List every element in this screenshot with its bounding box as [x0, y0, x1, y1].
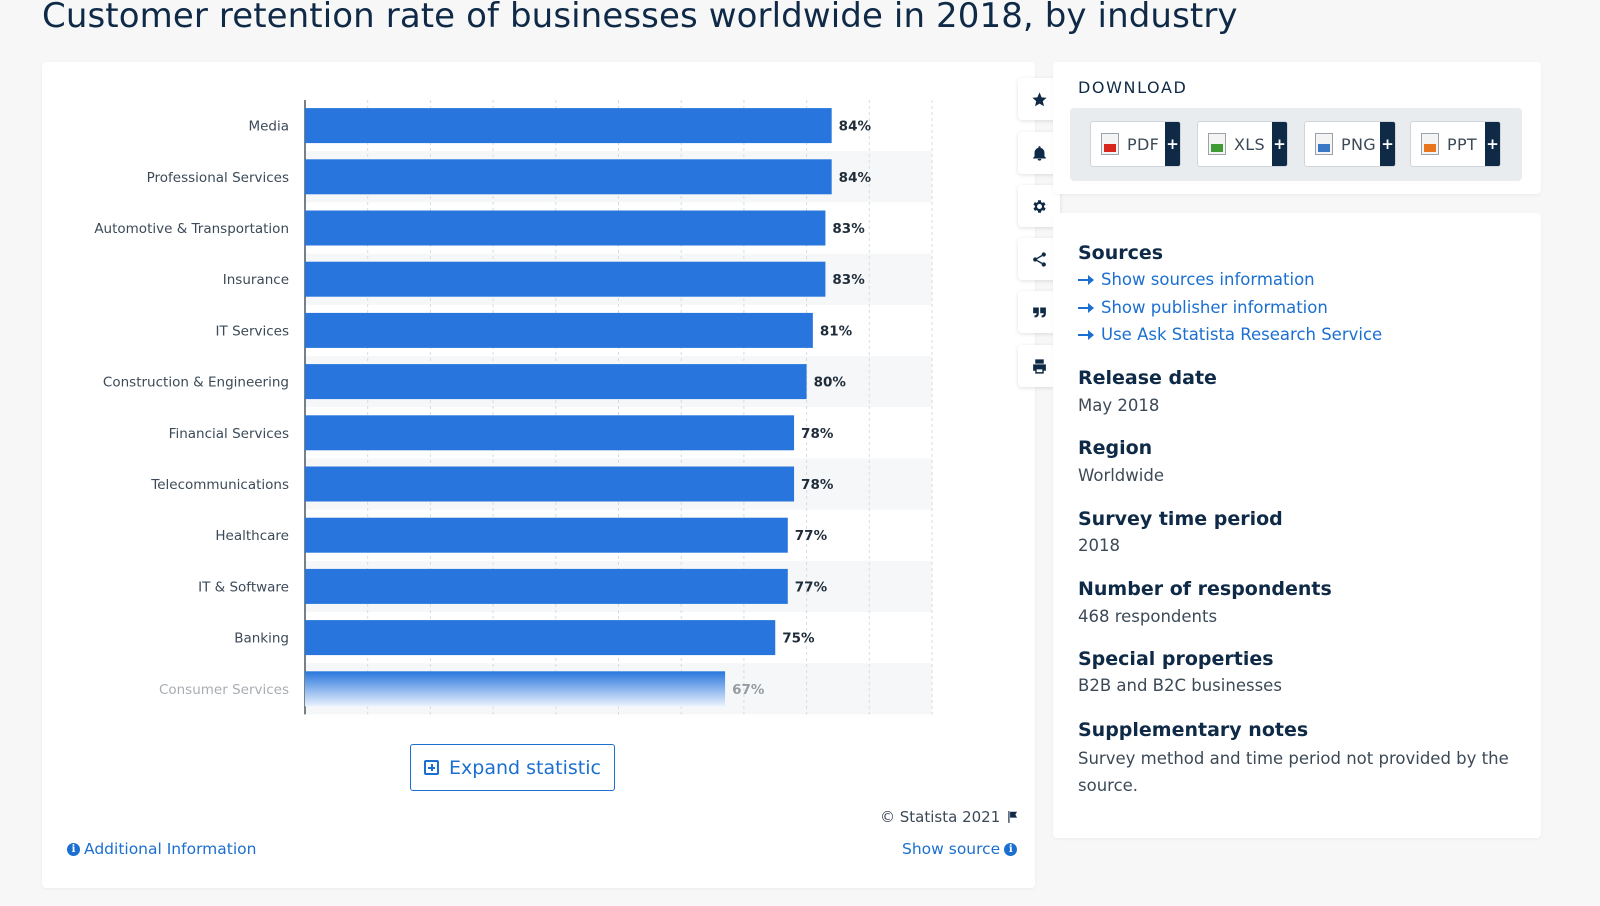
copyright: © Statista 2021: [880, 808, 1020, 826]
download-png-label: PNG: [1341, 134, 1376, 154]
additional-information-link[interactable]: i Additional Information: [67, 840, 256, 858]
page-title: Customer retention rate of businesses wo…: [42, 0, 1238, 36]
category-label: IT & Software: [198, 579, 289, 595]
additional-information-label: Additional Information: [84, 840, 257, 858]
value-label: 84%: [839, 119, 872, 135]
bar: [305, 210, 826, 246]
show-sources-link[interactable]: Show sources information: [1078, 270, 1315, 289]
value-label: 83%: [832, 221, 865, 237]
gear-icon: [1032, 199, 1046, 213]
bar: [305, 517, 788, 553]
value-label: 84%: [839, 170, 872, 186]
category-label: Banking: [234, 631, 289, 647]
download-ppt-plus[interactable]: +: [1485, 122, 1500, 166]
bar: [305, 620, 776, 656]
special-properties-title: Special properties: [1078, 648, 1274, 670]
ask-statista-label: Use Ask Statista Research Service: [1101, 325, 1383, 344]
ask-statista-link[interactable]: Use Ask Statista Research Service: [1078, 325, 1382, 344]
flag-icon[interactable]: [1006, 810, 1020, 824]
bar: [305, 364, 807, 400]
share-icon: [1032, 251, 1046, 267]
download-card: DOWNLOAD PDF + XLS + PNG + PPT +: [1053, 62, 1541, 194]
download-png-plus[interactable]: +: [1380, 122, 1395, 166]
respondents-title: Number of respondents: [1078, 578, 1332, 600]
arrow-right-icon: [1078, 329, 1094, 340]
bell-icon: [1032, 145, 1046, 161]
survey-period-value: 2018: [1078, 536, 1120, 555]
show-publisher-link[interactable]: Show publisher information: [1078, 298, 1328, 317]
value-label: 77%: [795, 528, 828, 544]
download-xls-button[interactable]: XLS +: [1197, 121, 1288, 167]
supplementary-notes-title: Supplementary notes: [1078, 719, 1309, 741]
show-source-link[interactable]: Show source i: [902, 840, 1018, 858]
value-label: 77%: [795, 579, 828, 595]
category-label: Media: [248, 119, 289, 135]
download-pdf-button[interactable]: PDF +: [1090, 121, 1181, 167]
pdf-file-icon: [1101, 133, 1119, 155]
region-value: Worldwide: [1078, 466, 1164, 485]
category-label: Automotive & Transportation: [94, 221, 289, 237]
info-icon: i: [67, 842, 80, 856]
statistic-info-card: Sources Show sources information Show pu…: [1053, 213, 1541, 838]
value-label: 75%: [782, 631, 815, 647]
category-label: Professional Services: [147, 170, 289, 186]
value-label: 78%: [801, 426, 834, 442]
category-label: Telecommunications: [150, 477, 289, 493]
star-icon: [1031, 91, 1047, 106]
show-publisher-label: Show publisher information: [1101, 298, 1328, 317]
expand-icon: [424, 760, 440, 775]
quote-icon: [1032, 307, 1046, 317]
value-label: 81%: [820, 323, 853, 339]
bar: [305, 671, 726, 707]
arrow-right-icon: [1078, 302, 1094, 313]
download-ppt-label: PPT: [1447, 134, 1477, 154]
value-label: 78%: [801, 477, 834, 493]
category-label: Insurance: [223, 272, 289, 288]
download-ppt-button[interactable]: PPT +: [1410, 121, 1501, 167]
supplementary-notes-value: Survey method and time period not provid…: [1078, 749, 1509, 795]
category-label: Consumer Services: [159, 682, 289, 698]
download-xls-label: XLS: [1234, 134, 1265, 154]
special-properties-value: B2B and B2C businesses: [1078, 676, 1282, 695]
copyright-text: © Statista 2021: [880, 808, 1001, 826]
bar: [305, 568, 788, 604]
png-file-icon: [1315, 133, 1333, 155]
download-buttons: PDF + XLS + PNG + PPT +: [1070, 108, 1522, 181]
bar: [305, 466, 795, 502]
show-source-label: Show source: [902, 840, 1001, 858]
download-xls-plus[interactable]: +: [1272, 122, 1287, 166]
bar: [305, 108, 832, 144]
category-label: Financial Services: [169, 426, 289, 442]
xls-file-icon: [1208, 133, 1226, 155]
bar-chart: Media Professional Services Automotive & T…: [94, 100, 933, 715]
download-png-button[interactable]: PNG +: [1304, 121, 1396, 167]
survey-period-title: Survey time period: [1078, 508, 1283, 530]
ppt-file-icon: [1421, 133, 1439, 155]
expand-label: Expand statistic: [449, 756, 601, 779]
value-label: 80%: [814, 375, 847, 391]
info-icon: i: [1004, 842, 1018, 856]
respondents-value: 468 respondents: [1078, 607, 1218, 626]
region-title: Region: [1078, 437, 1153, 459]
bar: [305, 261, 826, 297]
release-date-value: May 2018: [1078, 396, 1160, 415]
value-label: 83%: [832, 272, 865, 288]
category-label: IT Services: [216, 323, 289, 339]
value-label: 67%: [732, 682, 765, 698]
download-pdf-plus[interactable]: +: [1165, 122, 1180, 166]
chart-card: Media Professional Services Automotive & T…: [42, 62, 1060, 888]
category-label: Construction & Engineering: [103, 375, 289, 391]
arrow-right-icon: [1078, 274, 1094, 285]
bar: [305, 415, 795, 451]
category-label: Healthcare: [215, 528, 289, 544]
download-title: DOWNLOAD: [1078, 78, 1188, 97]
sources-title: Sources: [1078, 242, 1164, 264]
bar: [305, 312, 813, 348]
download-pdf-label: PDF: [1127, 134, 1160, 154]
print-icon: [1032, 358, 1046, 374]
expand-statistic-button[interactable]: Expand statistic: [410, 744, 615, 791]
release-date-title: Release date: [1078, 367, 1217, 389]
bar: [305, 159, 832, 195]
show-sources-label: Show sources information: [1101, 270, 1315, 289]
